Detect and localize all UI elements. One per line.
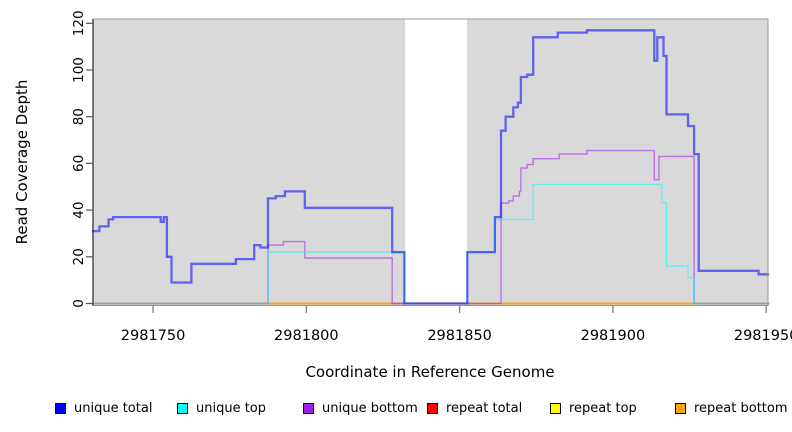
axis-tick-labels: 2981750 2981800 2981850 2981900 2981950 0 20 40…: [71, 10, 792, 344]
y-tick-label: 0: [71, 299, 87, 308]
y-tick-label: 80: [71, 108, 87, 125]
legend-item-repeat-top: repeat top: [550, 399, 637, 417]
legend: unique total unique top unique bottom re…: [0, 0, 792, 416]
x-tick-label: 2981900: [581, 328, 646, 344]
legend-item-unique-total: unique total: [55, 399, 152, 417]
series-unique-bottom: [91, 149, 770, 305]
x-tick-label: 2981850: [427, 328, 492, 344]
y-tick-label: 100: [71, 57, 87, 83]
legend-label: unique top: [196, 400, 267, 416]
unique-bottom-swatch-icon: [303, 402, 314, 414]
legend-label: repeat top: [569, 400, 637, 416]
plot-frame: [92, 18, 769, 306]
legend-label: repeat total: [446, 400, 523, 416]
legend-item-repeat-total: repeat total: [427, 399, 522, 417]
y-tick-label: 20: [71, 248, 87, 265]
legend-item-unique-bottom: unique bottom: [303, 399, 418, 417]
repeat-total-swatch-icon: [427, 402, 438, 414]
x-tick-label: 2981950: [734, 328, 792, 344]
repeat-bottom-swatch-icon: [675, 402, 686, 414]
y-axis-title: Read Coverage Depth: [13, 80, 31, 245]
x-axis-title: Coordinate in Reference Genome: [305, 363, 554, 381]
legend-item-repeat-bottom: repeat bottom: [675, 399, 788, 417]
gap-rect: [405, 19, 467, 306]
masked-gap-region: [405, 19, 467, 306]
series-unique-total: [91, 29, 770, 305]
legend-label: repeat bottom: [694, 400, 788, 416]
unique-total-swatch-icon: [55, 402, 66, 414]
legend-item-unique-top: unique top: [177, 399, 266, 417]
legend-label: unique total: [74, 400, 153, 416]
y-tick-label: 40: [71, 202, 87, 219]
series-lines: [91, 29, 770, 305]
legend-label: unique bottom: [322, 400, 418, 416]
y-tick-label: 60: [71, 155, 87, 172]
unique-top-swatch-icon: [177, 402, 188, 414]
y-tick-label: 120: [71, 10, 87, 36]
repeat-top-swatch-icon: [550, 402, 561, 414]
axis-ticks: [86, 22, 767, 313]
x-tick-label: 2981800: [274, 328, 339, 344]
x-tick-label: 2981750: [121, 328, 186, 344]
